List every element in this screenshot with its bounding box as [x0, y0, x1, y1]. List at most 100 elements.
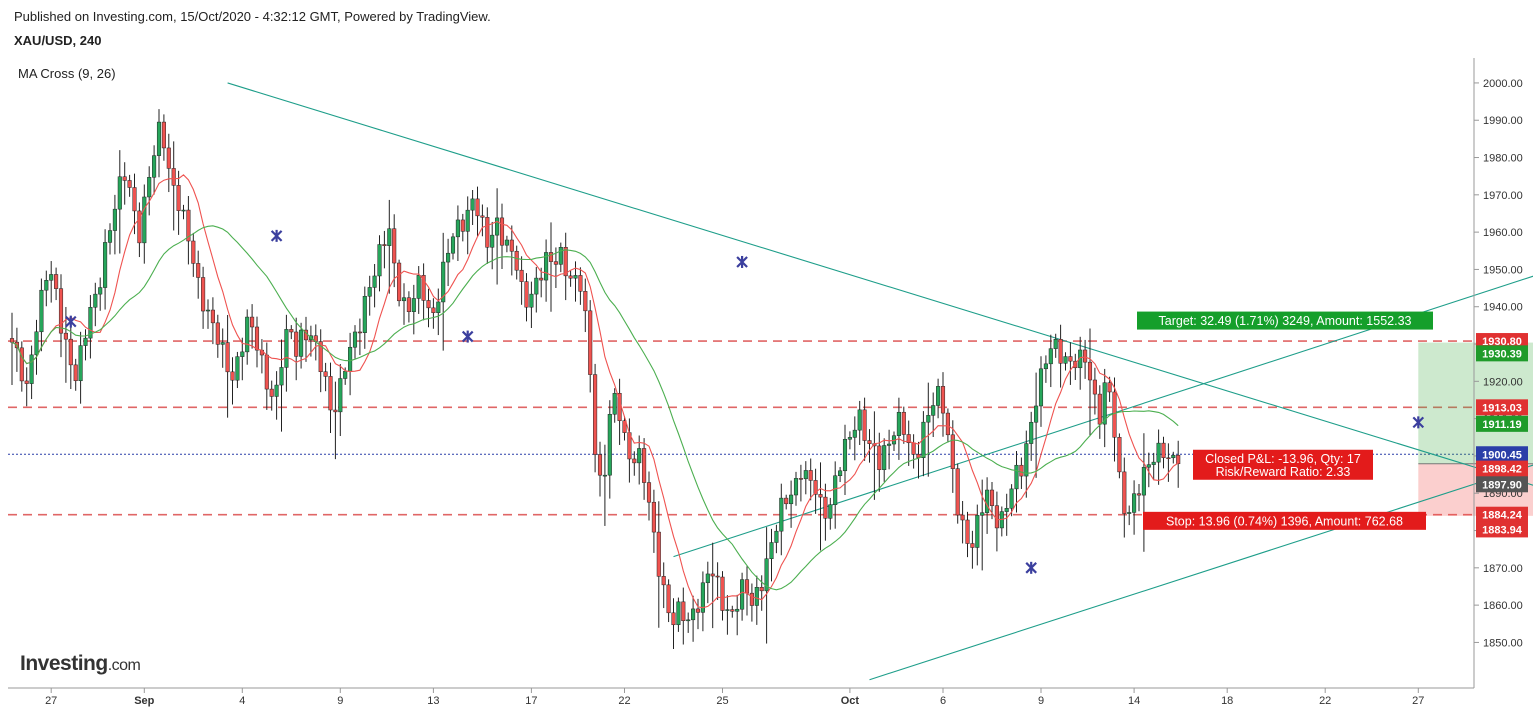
candle-body[interactable] — [54, 274, 59, 289]
candle-body[interactable] — [975, 515, 980, 548]
candle-body[interactable] — [235, 356, 240, 381]
candle-body[interactable] — [823, 496, 828, 519]
stop-label[interactable]: Stop: 13.96 (0.74%) 1396, Amount: 762.68 — [1143, 511, 1426, 530]
candle-body[interactable] — [205, 309, 211, 312]
candle-body[interactable] — [926, 415, 931, 423]
candle-body[interactable] — [156, 121, 162, 156]
candle-body[interactable] — [210, 309, 215, 324]
candle-body[interactable] — [1166, 457, 1171, 460]
candle-body[interactable] — [166, 147, 171, 169]
candle-body[interactable] — [1092, 379, 1097, 395]
candle-body[interactable] — [715, 575, 720, 578]
candle-body[interactable] — [759, 587, 764, 592]
candle-body[interactable] — [960, 514, 965, 521]
candle-body[interactable] — [558, 247, 563, 265]
candle-body[interactable] — [279, 367, 284, 386]
candle-body[interactable] — [784, 497, 789, 505]
candle-body[interactable] — [269, 388, 274, 397]
candle-body[interactable] — [19, 347, 24, 382]
candle-body[interactable] — [1146, 464, 1151, 468]
candle-body[interactable] — [651, 501, 656, 533]
candle-body[interactable] — [504, 239, 509, 246]
candle-body[interactable] — [857, 409, 862, 431]
candle-body[interactable] — [1117, 437, 1122, 473]
candle-body[interactable] — [828, 504, 833, 519]
candle-body[interactable] — [63, 332, 68, 340]
candle-body[interactable] — [793, 478, 799, 496]
candle-body[interactable] — [1014, 464, 1019, 490]
candle-body[interactable] — [1087, 361, 1093, 381]
candle-body[interactable] — [544, 252, 549, 281]
candle-body[interactable] — [676, 601, 681, 626]
candle-body[interactable] — [514, 250, 519, 271]
candle-body[interactable] — [68, 338, 73, 366]
candle-body[interactable] — [813, 480, 818, 495]
candle-body[interactable] — [103, 242, 108, 288]
candle-body[interactable] — [485, 217, 490, 248]
candle-body[interactable] — [284, 329, 289, 368]
candle-body[interactable] — [779, 497, 784, 532]
candle-body[interactable] — [789, 494, 794, 505]
candle-body[interactable] — [372, 275, 377, 288]
candle-body[interactable] — [994, 505, 999, 529]
candle-body[interactable] — [754, 587, 759, 606]
candle-body[interactable] — [1029, 421, 1034, 444]
candle-body[interactable] — [245, 316, 250, 353]
candle-body[interactable] — [387, 228, 392, 246]
candle-body[interactable] — [989, 489, 995, 506]
candle-body[interactable] — [740, 579, 745, 610]
candle-body[interactable] — [700, 582, 705, 613]
candle-body[interactable] — [455, 219, 460, 238]
candle-body[interactable] — [1136, 493, 1142, 496]
candle-body[interactable] — [852, 429, 857, 438]
candle-body[interactable] — [749, 592, 754, 606]
candle-body[interactable] — [847, 437, 852, 440]
candle-body[interactable] — [201, 277, 206, 312]
candle-body[interactable] — [367, 287, 372, 297]
candle-body[interactable] — [622, 420, 627, 433]
candle-body[interactable] — [352, 331, 358, 348]
candle-body[interactable] — [274, 384, 279, 397]
candle-body[interactable] — [818, 494, 823, 498]
candle-body[interactable] — [901, 411, 906, 435]
candle-body[interactable] — [299, 329, 304, 357]
candle-body[interactable] — [441, 261, 446, 303]
candle-body[interactable] — [88, 307, 93, 339]
candle-body[interactable] — [225, 342, 230, 373]
candle-body[interactable] — [1034, 405, 1039, 423]
candle-body[interactable] — [578, 275, 583, 292]
candle-body[interactable] — [1141, 466, 1146, 496]
candle-body[interactable] — [519, 269, 524, 282]
candle-body[interactable] — [803, 470, 808, 480]
candle-body[interactable] — [142, 196, 147, 244]
candle-body[interactable] — [34, 331, 39, 356]
candle-body[interactable] — [597, 454, 603, 476]
candle-body[interactable] — [1004, 508, 1009, 512]
candle-body[interactable] — [289, 329, 294, 333]
candle-body[interactable] — [691, 608, 696, 621]
candle-body[interactable] — [1122, 471, 1127, 514]
candle-body[interactable] — [509, 239, 514, 252]
candle-body[interactable] — [764, 558, 769, 592]
candle-body[interactable] — [362, 295, 367, 333]
candle-body[interactable] — [808, 470, 813, 481]
candle-body[interactable] — [220, 342, 225, 345]
candle-body[interactable] — [720, 576, 725, 611]
candle-body[interactable] — [132, 187, 137, 212]
candle-body[interactable] — [1053, 339, 1058, 349]
candle-body[interactable] — [93, 293, 98, 308]
candle-body[interactable] — [480, 215, 485, 218]
candle-body[interactable] — [29, 354, 34, 384]
candle-body[interactable] — [877, 445, 882, 471]
candle-body[interactable] — [548, 252, 554, 262]
candle-body[interactable] — [465, 209, 470, 232]
candle-body[interactable] — [568, 275, 573, 279]
candle-body[interactable] — [1097, 393, 1102, 425]
candle-body[interactable] — [264, 354, 269, 390]
candle-body[interactable] — [980, 512, 985, 516]
candle-body[interactable] — [215, 322, 220, 345]
candle-body[interactable] — [539, 277, 544, 281]
candle-body[interactable] — [107, 230, 113, 243]
candle-body[interactable] — [416, 275, 421, 299]
candle-body[interactable] — [450, 236, 456, 254]
